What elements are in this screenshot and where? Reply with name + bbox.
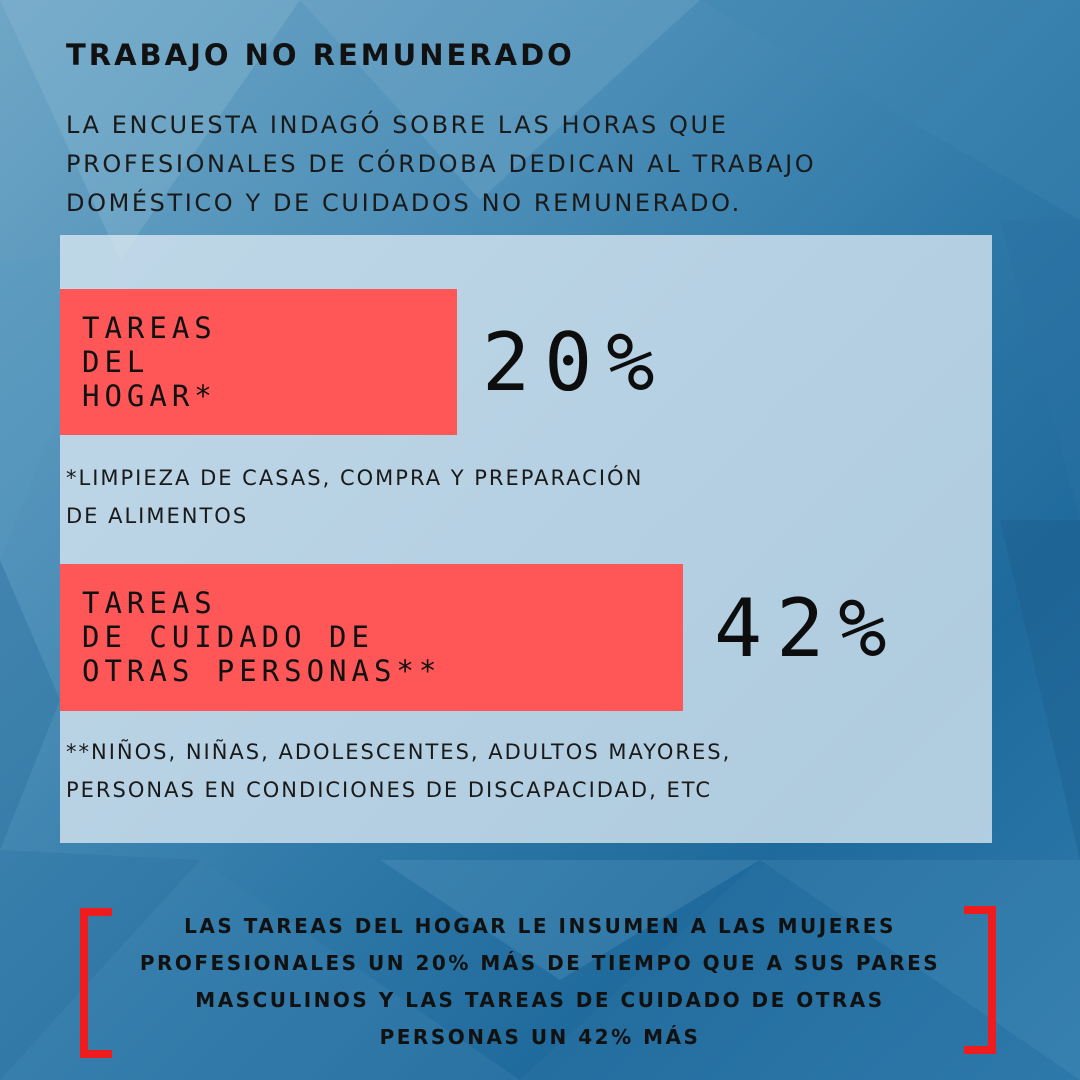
footnote-care: **NIÑOS, NIÑAS, ADOLESCENTES, ADULTOS MA…	[66, 740, 732, 802]
stat-label-household: TAREAS DEL HOGAR*	[82, 311, 217, 413]
footnote-household: *LIMPIEZA DE CASAS, COMPRA Y PREPARACIÓN…	[66, 466, 644, 528]
conclusion-text: LAS TAREAS DEL HOGAR LE INSUMEN A LAS MU…	[139, 914, 941, 1049]
stat-box-household: TAREAS DEL HOGAR*	[60, 289, 457, 435]
stat-label-care: TAREAS DE CUIDADO DE OTRAS PERSONAS**	[82, 586, 442, 688]
intro-text: LA ENCUESTA INDAGÓ SOBRE LAS HORAS QUE P…	[66, 111, 817, 217]
left-bracket-icon	[80, 908, 112, 1058]
right-bracket-icon	[964, 906, 996, 1054]
stat-value-care: 42%	[714, 582, 901, 675]
stat-box-care: TAREAS DE CUIDADO DE OTRAS PERSONAS**	[60, 564, 683, 711]
stat-value-household: 20%	[482, 316, 669, 409]
page-title: TRABAJO NO REMUNERADO	[66, 38, 575, 72]
